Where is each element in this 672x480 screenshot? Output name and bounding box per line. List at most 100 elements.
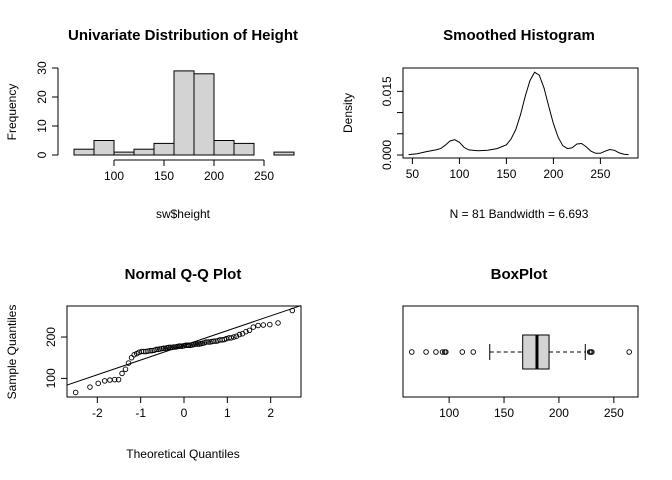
boxplot-outlier xyxy=(459,349,466,355)
boxplot-panel: BoxPlot 100 150 200 250 xyxy=(402,266,639,420)
density-y-axis: 0.000 0.015 xyxy=(380,76,404,170)
qq-x-axis: -2 -1 0 1 2 xyxy=(92,396,274,420)
qq-point xyxy=(275,320,281,326)
density-x-tick-label: 50 xyxy=(406,167,420,181)
qq-points xyxy=(72,307,296,396)
density-x-tick-label: 150 xyxy=(496,167,516,181)
qq-point xyxy=(122,366,129,373)
qq-x-tick-label: -2 xyxy=(92,406,103,420)
qq-point xyxy=(111,376,118,383)
boxplot-x-tick-label: 100 xyxy=(439,406,459,420)
histogram-bar xyxy=(113,151,135,156)
boxplot-outlier xyxy=(423,349,429,355)
density-x-axis: 50 100 150 200 250 xyxy=(406,157,611,181)
histogram-y-tick-label: 10 xyxy=(35,119,49,133)
qq-point xyxy=(236,331,243,338)
boxplot-outlier xyxy=(589,349,595,355)
qq-point xyxy=(147,347,153,354)
qq-y-label: Sample Quantiles xyxy=(5,305,19,400)
histogram-bar xyxy=(73,148,95,156)
histogram-title: Univariate Distribution of Height xyxy=(68,27,298,44)
density-y-tick-label: 0.015 xyxy=(380,76,394,106)
qq-point xyxy=(166,344,172,351)
qq-title: Normal Q-Q Plot xyxy=(125,266,242,283)
boxplot-x-tick-label: 200 xyxy=(549,406,569,420)
histogram-bar xyxy=(273,151,295,156)
qq-point xyxy=(233,333,240,339)
histogram-x-tick-label: 250 xyxy=(254,169,274,183)
histogram-bar xyxy=(193,73,215,156)
histogram-panel: Univariate Distribution of Height 100 150… xyxy=(5,27,298,221)
density-curve xyxy=(408,71,629,156)
histogram-y-axis: 0 10 20 30 xyxy=(35,61,59,158)
qq-point xyxy=(243,328,249,335)
histogram-bar xyxy=(153,142,175,156)
qq-panel: Normal Q-Q Plot -2 -1 0 1 2 100 200 Theoretic… xyxy=(5,266,302,461)
density-title: Smoothed Histogram xyxy=(443,27,595,44)
qq-point xyxy=(228,335,234,341)
qq-point xyxy=(101,378,108,384)
qq-plot-frame xyxy=(66,305,302,398)
histogram-y-tick-label: 0 xyxy=(35,151,49,158)
qq-y-tick-label: 200 xyxy=(44,327,58,347)
histogram-x-tick-label: 150 xyxy=(154,169,174,183)
histogram-bars xyxy=(73,70,295,156)
qq-point xyxy=(145,348,151,354)
density-x-tick-label: 200 xyxy=(543,167,563,181)
histogram-x-tick-label: 100 xyxy=(104,169,124,183)
qq-point xyxy=(95,380,101,387)
histogram-x-axis: 100 150 200 250 xyxy=(104,159,274,183)
qq-point xyxy=(128,354,135,361)
density-x-label: N = 81 Bandwidth = 6.693 xyxy=(450,207,589,221)
qq-point xyxy=(125,360,132,366)
qq-point xyxy=(260,322,267,328)
qq-x-tick-label: 1 xyxy=(224,406,231,420)
histogram-x-tick-label: 200 xyxy=(204,169,224,183)
qq-point xyxy=(115,376,122,383)
histogram-y-tick-label: 30 xyxy=(35,61,49,75)
density-y-label: Density xyxy=(341,93,355,133)
qq-point xyxy=(203,339,209,345)
boxplot-x-tick-label: 150 xyxy=(494,406,514,420)
histogram-bar xyxy=(233,142,255,156)
boxplot-outlier xyxy=(443,349,449,355)
qq-point xyxy=(131,352,137,358)
qq-point xyxy=(160,345,167,351)
qq-point xyxy=(153,346,160,353)
histogram-x-label: sw$height xyxy=(156,207,211,221)
boxplot-title: BoxPlot xyxy=(491,266,548,283)
qq-point xyxy=(107,377,113,383)
boxplot-outlier xyxy=(470,349,477,355)
boxplot-x-tick-label: 250 xyxy=(604,406,624,420)
qq-point xyxy=(171,344,177,350)
qq-y-tick-label: 100 xyxy=(44,368,58,388)
qq-x-tick-label: -1 xyxy=(135,406,146,420)
qq-x-tick-label: 0 xyxy=(181,406,188,420)
qq-point xyxy=(119,370,125,377)
qq-point xyxy=(211,338,217,344)
qq-point xyxy=(87,384,93,390)
qq-point xyxy=(289,307,296,314)
histogram-y-tick-label: 20 xyxy=(35,90,49,104)
qq-point xyxy=(205,339,212,345)
qq-point xyxy=(177,343,184,349)
qq-point xyxy=(231,334,237,340)
histogram-bar xyxy=(133,148,155,156)
histogram-bar xyxy=(213,140,235,156)
qq-point xyxy=(255,322,261,329)
qq-point xyxy=(192,341,199,347)
qq-point xyxy=(250,324,257,330)
qq-point xyxy=(186,342,192,349)
qq-x-label: Theoretical Quantiles xyxy=(126,447,239,461)
boxplot-outlier xyxy=(409,349,415,355)
density-y-tick-label: 0.000 xyxy=(380,140,394,170)
qq-point xyxy=(246,327,253,334)
density-panel: Smoothed Histogram 50 100 150 200 250 0.0000… xyxy=(341,27,639,221)
histogram-y-label: Frequency xyxy=(5,84,19,141)
boxplot-outlier xyxy=(433,349,439,355)
qq-y-axis: 100 200 xyxy=(44,327,68,388)
qq-x-tick-label: 2 xyxy=(267,406,274,420)
qq-point xyxy=(72,389,79,396)
histogram-bar xyxy=(173,70,195,156)
